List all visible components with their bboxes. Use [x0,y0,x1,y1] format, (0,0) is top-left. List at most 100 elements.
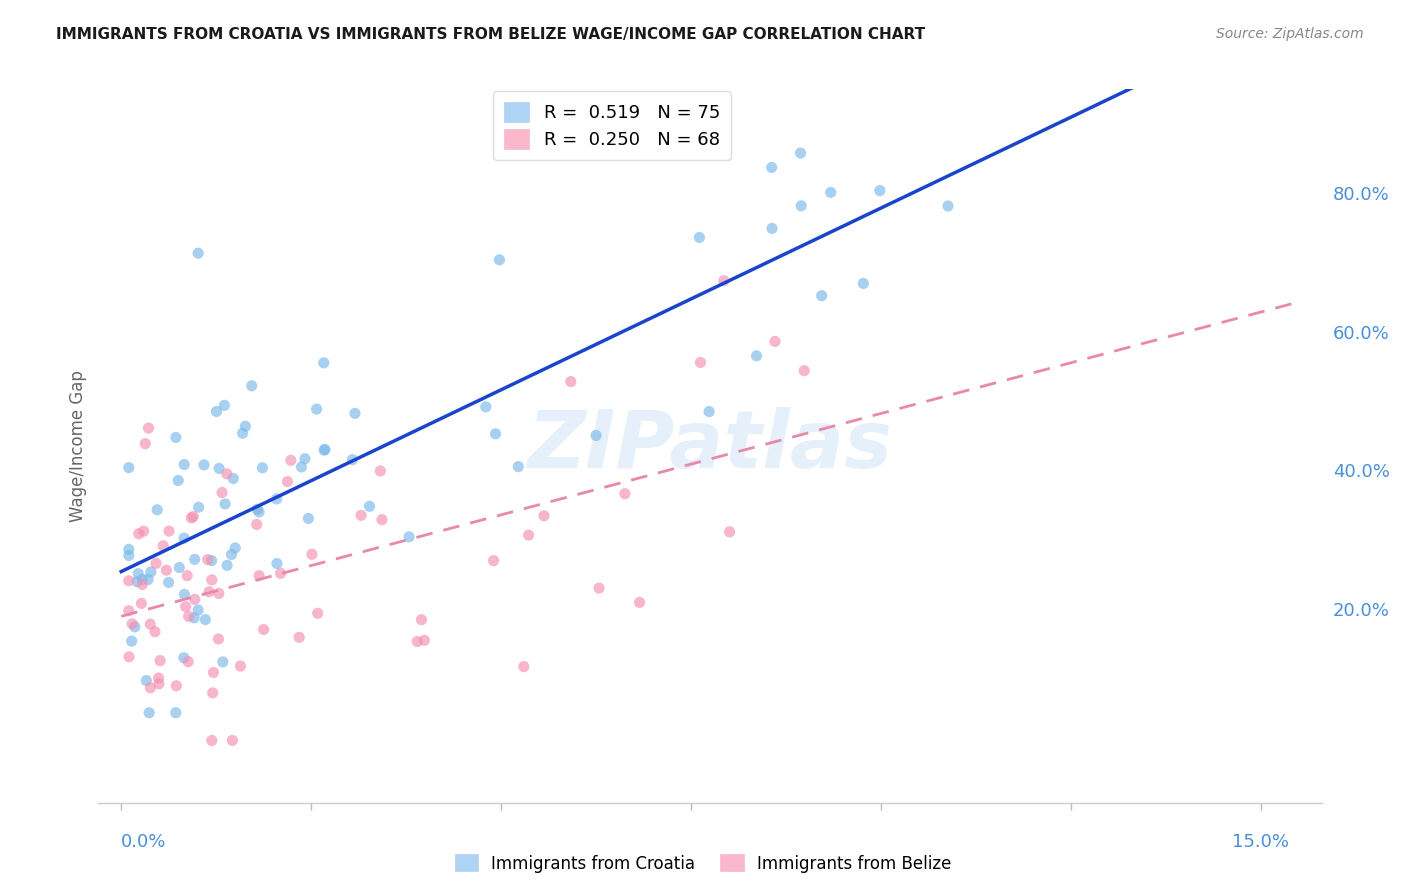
Point [240,378,263,392]
Legend: R =  0.519   N = 75, R =  0.250   N = 68: R = 0.519 N = 75, R = 0.250 N = 68 [494,91,731,160]
Text: Source: ZipAtlas.com: Source: ZipAtlas.com [1216,27,1364,41]
Point [134,436,156,450]
Point [413,633,436,648]
Legend: Immigrants from Croatia, Immigrants from Belize: Immigrants from Croatia, Immigrants from… [449,847,957,880]
Point [136,573,159,587]
Point [118,542,141,557]
Point [253,623,276,637]
Point [359,500,381,514]
Point [131,596,153,610]
Point [276,475,298,489]
Point [180,511,202,525]
Point [613,486,636,500]
Point [533,508,555,523]
Point [184,592,207,607]
Point [222,471,245,485]
Point [132,524,155,538]
Point [174,599,197,614]
Point [763,334,786,349]
Point [148,671,170,685]
Point [224,541,246,555]
Point [517,528,540,542]
Point [288,631,311,645]
Point [297,511,319,525]
Point [266,491,288,506]
Point [789,146,811,161]
Point [488,252,510,267]
Point [173,531,195,545]
Point [135,673,157,688]
Point [194,613,217,627]
Point [207,632,229,646]
Point [246,502,269,516]
Point [305,402,328,417]
Point [252,460,274,475]
Point [208,461,231,475]
Point [155,563,177,577]
Point [121,616,143,631]
Point [342,452,364,467]
Point [157,575,180,590]
Point [312,356,335,370]
Point [197,552,219,566]
Point [314,443,336,458]
Point [290,460,312,475]
Point [139,565,162,579]
Point [176,568,198,582]
Point [118,604,141,618]
Y-axis label: Wage/Income Gap: Wage/Income Gap [69,370,87,522]
Point [198,584,221,599]
Point [246,517,269,532]
Text: 0.0%: 0.0% [121,833,166,851]
Point [588,581,610,595]
Point [187,246,209,260]
Point [307,607,329,621]
Point [513,659,536,673]
Point [177,655,200,669]
Point [193,458,215,472]
Point [202,665,225,680]
Point [628,595,651,609]
Point [235,419,257,434]
Point [820,186,842,200]
Point [718,524,741,539]
Point [165,430,187,444]
Point [118,649,141,664]
Text: IMMIGRANTS FROM CROATIA VS IMMIGRANTS FROM BELIZE WAGE/INCOME GAP CORRELATION CH: IMMIGRANTS FROM CROATIA VS IMMIGRANTS FR… [56,27,925,42]
Point [852,277,875,291]
Point [869,184,891,198]
Point [183,611,205,625]
Point [280,453,302,467]
Point [127,566,149,581]
Point [247,568,270,582]
Point [201,733,224,747]
Point [247,505,270,519]
Point [169,560,191,574]
Point [173,650,195,665]
Point [205,404,228,418]
Point [232,426,254,441]
Point [118,460,141,475]
Point [173,587,195,601]
Point [217,558,239,573]
Point [484,426,506,441]
Point [139,617,162,632]
Text: ZIPatlas: ZIPatlas [527,407,893,485]
Point [187,500,209,515]
Point [173,458,195,472]
Point [761,161,783,175]
Point [406,634,429,648]
Point [138,421,160,435]
Point [183,552,205,566]
Point [229,659,252,673]
Point [585,428,607,442]
Point [688,230,710,244]
Point [187,603,209,617]
Point [343,406,366,420]
Point [370,464,392,478]
Point [350,508,373,523]
Point [165,679,187,693]
Point [145,557,167,571]
Point [697,404,720,418]
Point [761,221,783,235]
